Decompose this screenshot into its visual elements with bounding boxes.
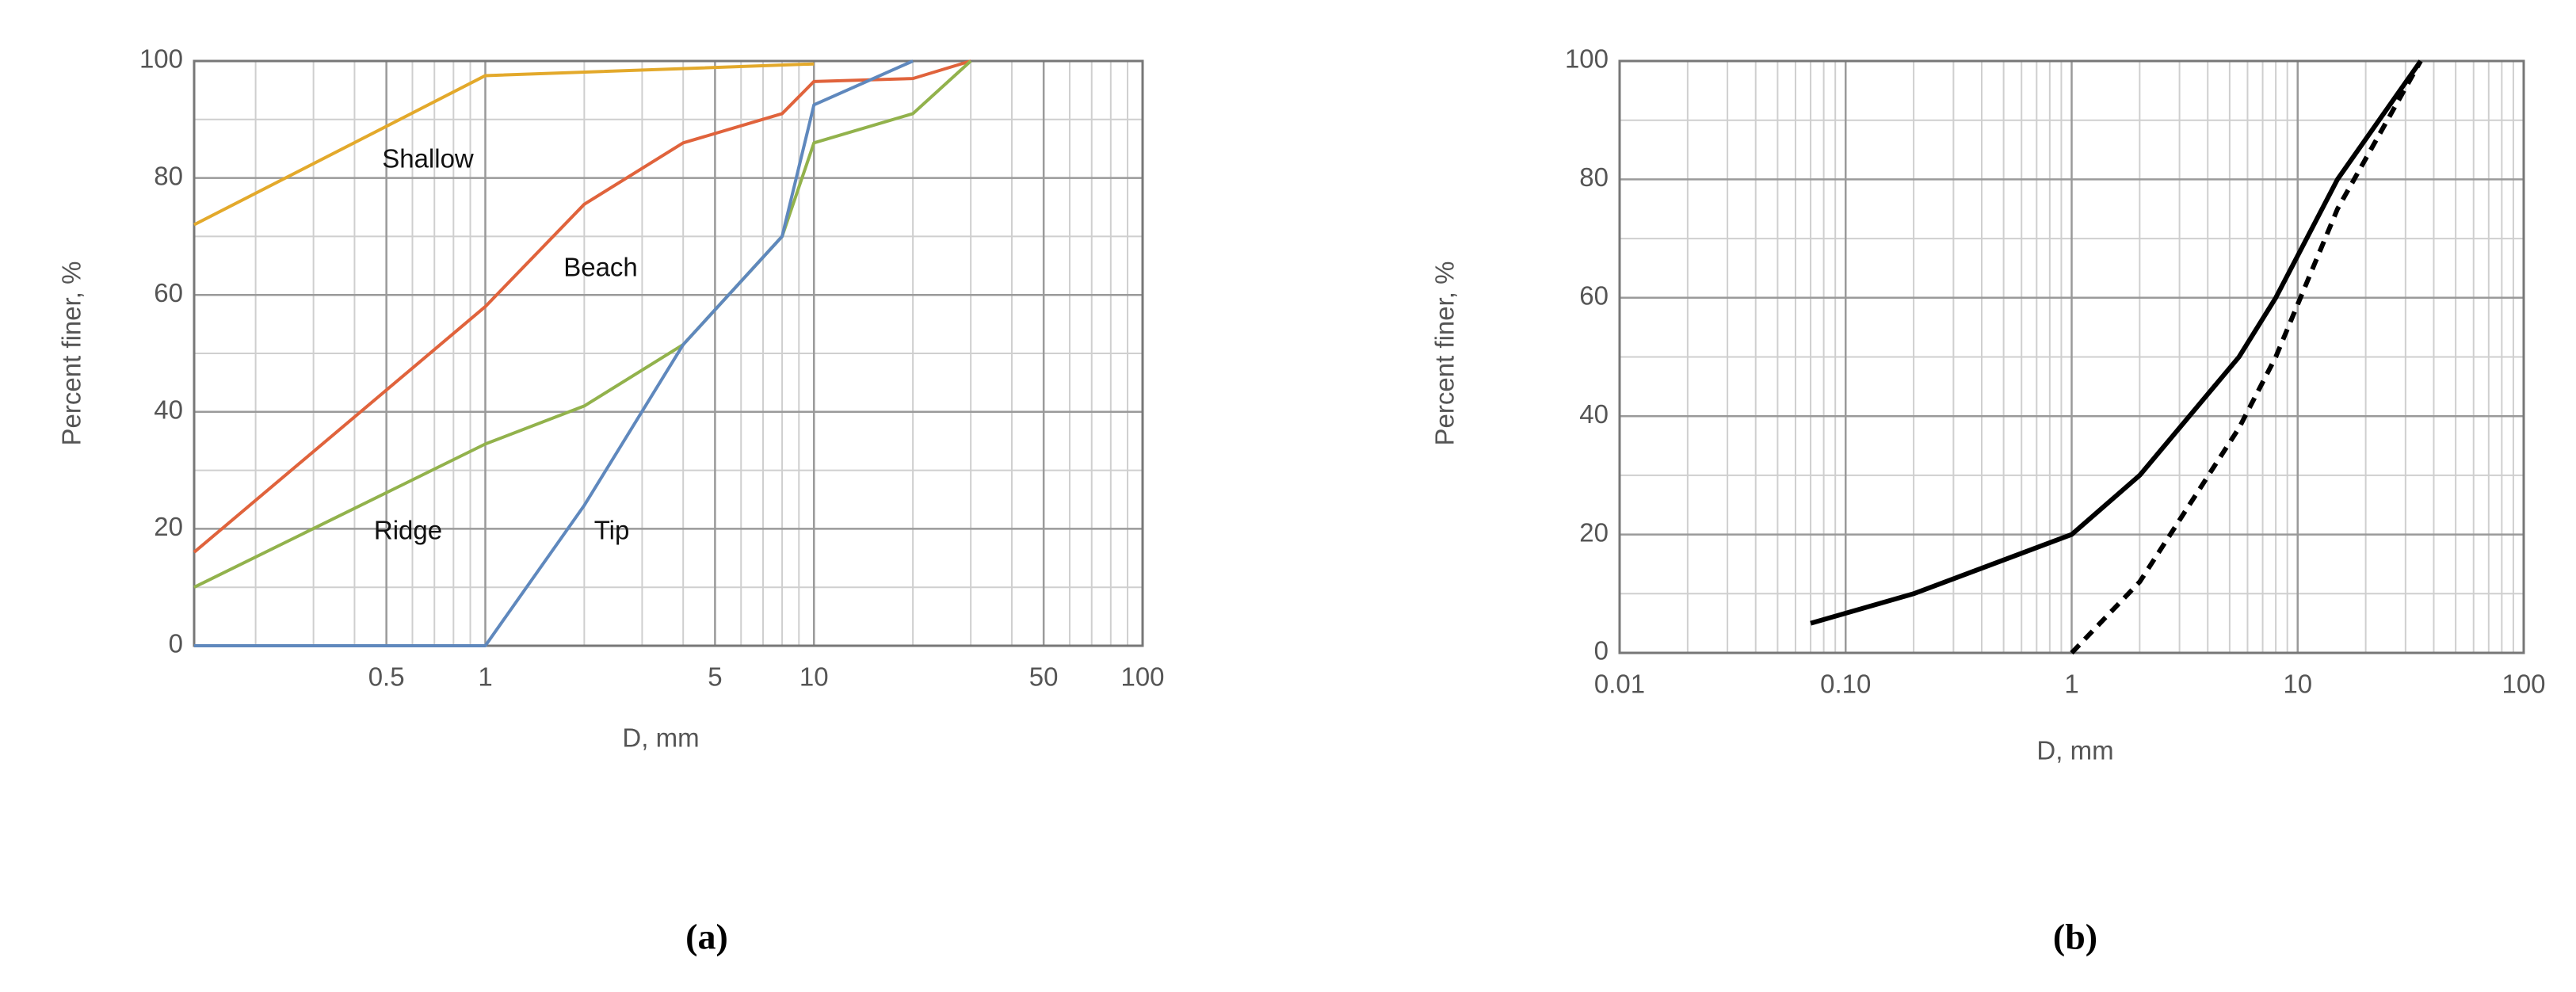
y-tick-label: 20 xyxy=(154,512,183,541)
x-tick-label: 1 xyxy=(2064,670,2078,699)
annotation: Ridge xyxy=(374,516,442,545)
y-tick-label: 60 xyxy=(154,278,183,307)
y-tick-label: 40 xyxy=(1579,399,1609,429)
y-tick-label: 100 xyxy=(139,44,183,74)
panel-label: (b) xyxy=(2053,917,2097,957)
series-line xyxy=(194,59,914,647)
y-tick-label: 100 xyxy=(1565,44,1609,74)
y-tick-label: 40 xyxy=(154,395,183,425)
y-axis-label: Percent finer, % xyxy=(57,261,86,446)
y-tick-label: 20 xyxy=(1579,517,1609,547)
x-tick-label: 100 xyxy=(2502,670,2545,699)
y-tick-label: 80 xyxy=(1579,162,1609,192)
x-axis-label: D, mm xyxy=(2036,736,2113,765)
series-line xyxy=(2070,59,2423,655)
x-tick-label: 0.01 xyxy=(1594,670,1645,699)
annotation: Shallow xyxy=(382,144,474,174)
y-tick-label: 60 xyxy=(1579,281,1609,311)
x-tick-label: 5 xyxy=(708,662,722,692)
y-axis-label: Percent finer, % xyxy=(1430,261,1460,446)
x-tick-label: 0.10 xyxy=(1820,670,1871,699)
x-tick-label: 10 xyxy=(800,662,829,692)
annotation: Beach xyxy=(563,253,638,282)
x-tick-label: 10 xyxy=(2283,670,2312,699)
series-line xyxy=(193,62,815,227)
x-axis-label: D, mm xyxy=(622,723,699,753)
panel-label: (a) xyxy=(685,917,728,957)
series-line xyxy=(193,59,971,554)
x-tick-label: 0.5 xyxy=(368,662,405,692)
y-tick-label: 0 xyxy=(169,629,183,658)
x-tick-label: 100 xyxy=(1120,662,1164,692)
series-line xyxy=(1810,59,2423,626)
x-tick-label: 1 xyxy=(478,662,492,692)
plot-frame xyxy=(193,59,1144,647)
y-tick-label: 80 xyxy=(154,161,183,190)
x-tick-label: 50 xyxy=(1029,662,1059,692)
annotation: Tip xyxy=(594,516,630,545)
y-tick-label: 0 xyxy=(1594,636,1609,666)
